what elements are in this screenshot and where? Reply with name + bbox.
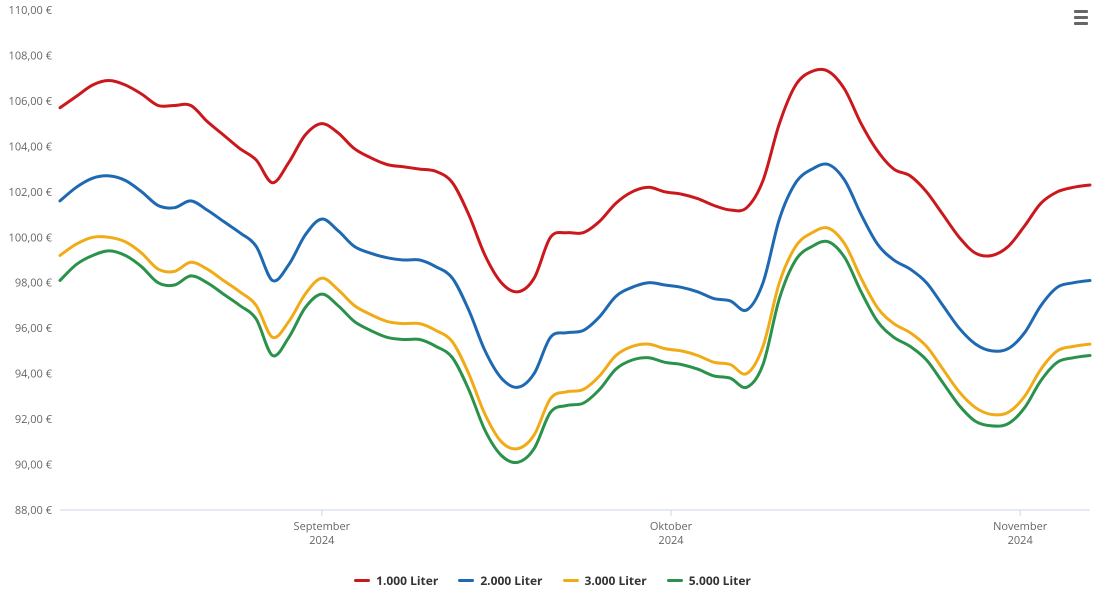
y-tick-label: 102,00 €	[9, 185, 53, 200]
legend-swatch	[667, 579, 683, 582]
series-line[interactable]	[60, 69, 1090, 292]
y-tick-label: 98,00 €	[15, 276, 53, 291]
y-tick-label: 90,00 €	[15, 458, 53, 473]
y-tick-label: 92,00 €	[15, 412, 53, 427]
legend: 1.000 Liter 2.000 Liter 3.000 Liter 5.000 L…	[0, 569, 1105, 589]
y-tick-label: 94,00 €	[15, 367, 53, 382]
y-tick-label: 88,00 €	[15, 503, 53, 518]
legend-item[interactable]: 3.000 Liter	[563, 572, 647, 589]
legend-label: 5.000 Liter	[689, 572, 751, 589]
legend-swatch	[458, 579, 474, 582]
y-tick-label: 100,00 €	[9, 230, 53, 245]
legend-label: 2.000 Liter	[480, 572, 542, 589]
chart-menu-button[interactable]	[1069, 6, 1093, 28]
y-tick-label: 108,00 €	[9, 48, 53, 63]
x-tick-label: Oktober	[650, 519, 693, 534]
legend-item[interactable]: 5.000 Liter	[667, 572, 751, 589]
legend-item[interactable]: 2.000 Liter	[458, 572, 542, 589]
x-tick-label: 2024	[1008, 533, 1034, 548]
legend-swatch	[563, 579, 579, 582]
legend-swatch	[354, 579, 370, 582]
hamburger-menu-icon	[1074, 10, 1088, 13]
chart-container: { "chart": { "type": "line", "width": 11…	[0, 0, 1105, 602]
legend-label: 1.000 Liter	[376, 572, 438, 589]
y-tick-label: 104,00 €	[9, 139, 53, 154]
series-line[interactable]	[60, 228, 1090, 449]
x-tick-label: November	[993, 519, 1048, 534]
y-tick-label: 96,00 €	[15, 321, 53, 336]
line-chart: 88,00 € 90,00 € 92,00 € 94,00 € 96,00 € 98,00…	[0, 0, 1105, 602]
y-tick-label: 110,00 €	[9, 3, 53, 18]
x-tick-label: 2024	[658, 533, 684, 548]
legend-item[interactable]: 1.000 Liter	[354, 572, 438, 589]
y-tick-label: 106,00 €	[9, 94, 53, 109]
x-tick-label: 2024	[309, 533, 335, 548]
x-tick-label: September	[294, 519, 351, 534]
legend-label: 3.000 Liter	[585, 572, 647, 589]
